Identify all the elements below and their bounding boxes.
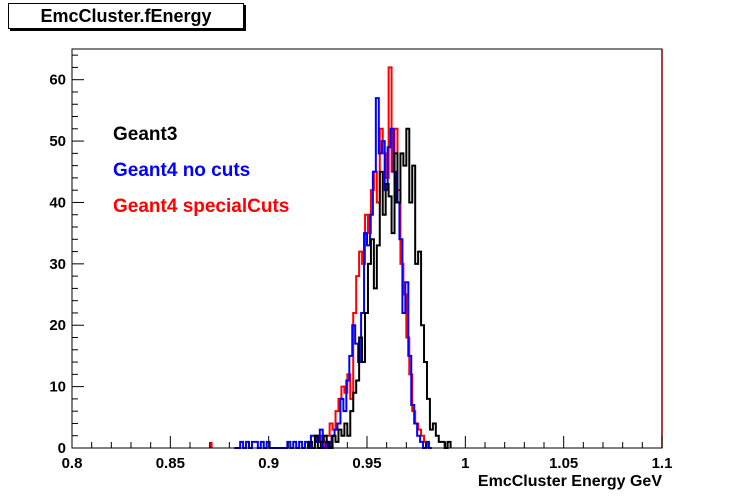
y-tick-label: 40 <box>49 194 66 211</box>
legend-entry: Geant3 <box>113 124 177 145</box>
legend-entry: Geant4 specialCuts <box>113 196 289 217</box>
histogram-extra-bin <box>209 441 213 448</box>
y-tick-label: 0 <box>58 440 66 457</box>
plot-frame <box>71 48 663 449</box>
axes-group: 0.8 0.85 0.9 0.95 1 1.05 1.1 0 10 20 30 40 50 60 EmcCl… <box>49 48 673 490</box>
legend: Geant3 Geant4 no cuts Geant4 specialCuts <box>113 124 289 217</box>
histogram-series-geant4-specialcuts <box>308 66 428 449</box>
legend-entry: Geant4 no cuts <box>113 160 250 181</box>
x-axis-title: EmcCluster Energy GeV <box>478 473 662 490</box>
y-tick-label: 60 <box>49 72 66 89</box>
x-tick-label: 1 <box>461 455 469 472</box>
x-tick-label: 0.95 <box>352 455 381 472</box>
x-tick-label: 1.05 <box>549 455 578 472</box>
x-tick-label: 0.8 <box>62 455 83 472</box>
y-tick-label: 50 <box>49 133 66 150</box>
y-tick-label: 10 <box>49 379 66 396</box>
histogram-series-group <box>209 66 452 449</box>
histogram-series-geant4-no-cuts <box>234 97 432 449</box>
x-tick-label: 0.85 <box>156 455 185 472</box>
histogram-series-geant3 <box>307 127 452 449</box>
y-tick-label: 30 <box>49 256 66 273</box>
x-tick-label: 0.9 <box>258 455 279 472</box>
chart-title: EmcCluster.fEnergy <box>8 3 244 29</box>
x-tick-label: 1.1 <box>652 455 673 472</box>
y-tick-label: 20 <box>49 317 66 334</box>
